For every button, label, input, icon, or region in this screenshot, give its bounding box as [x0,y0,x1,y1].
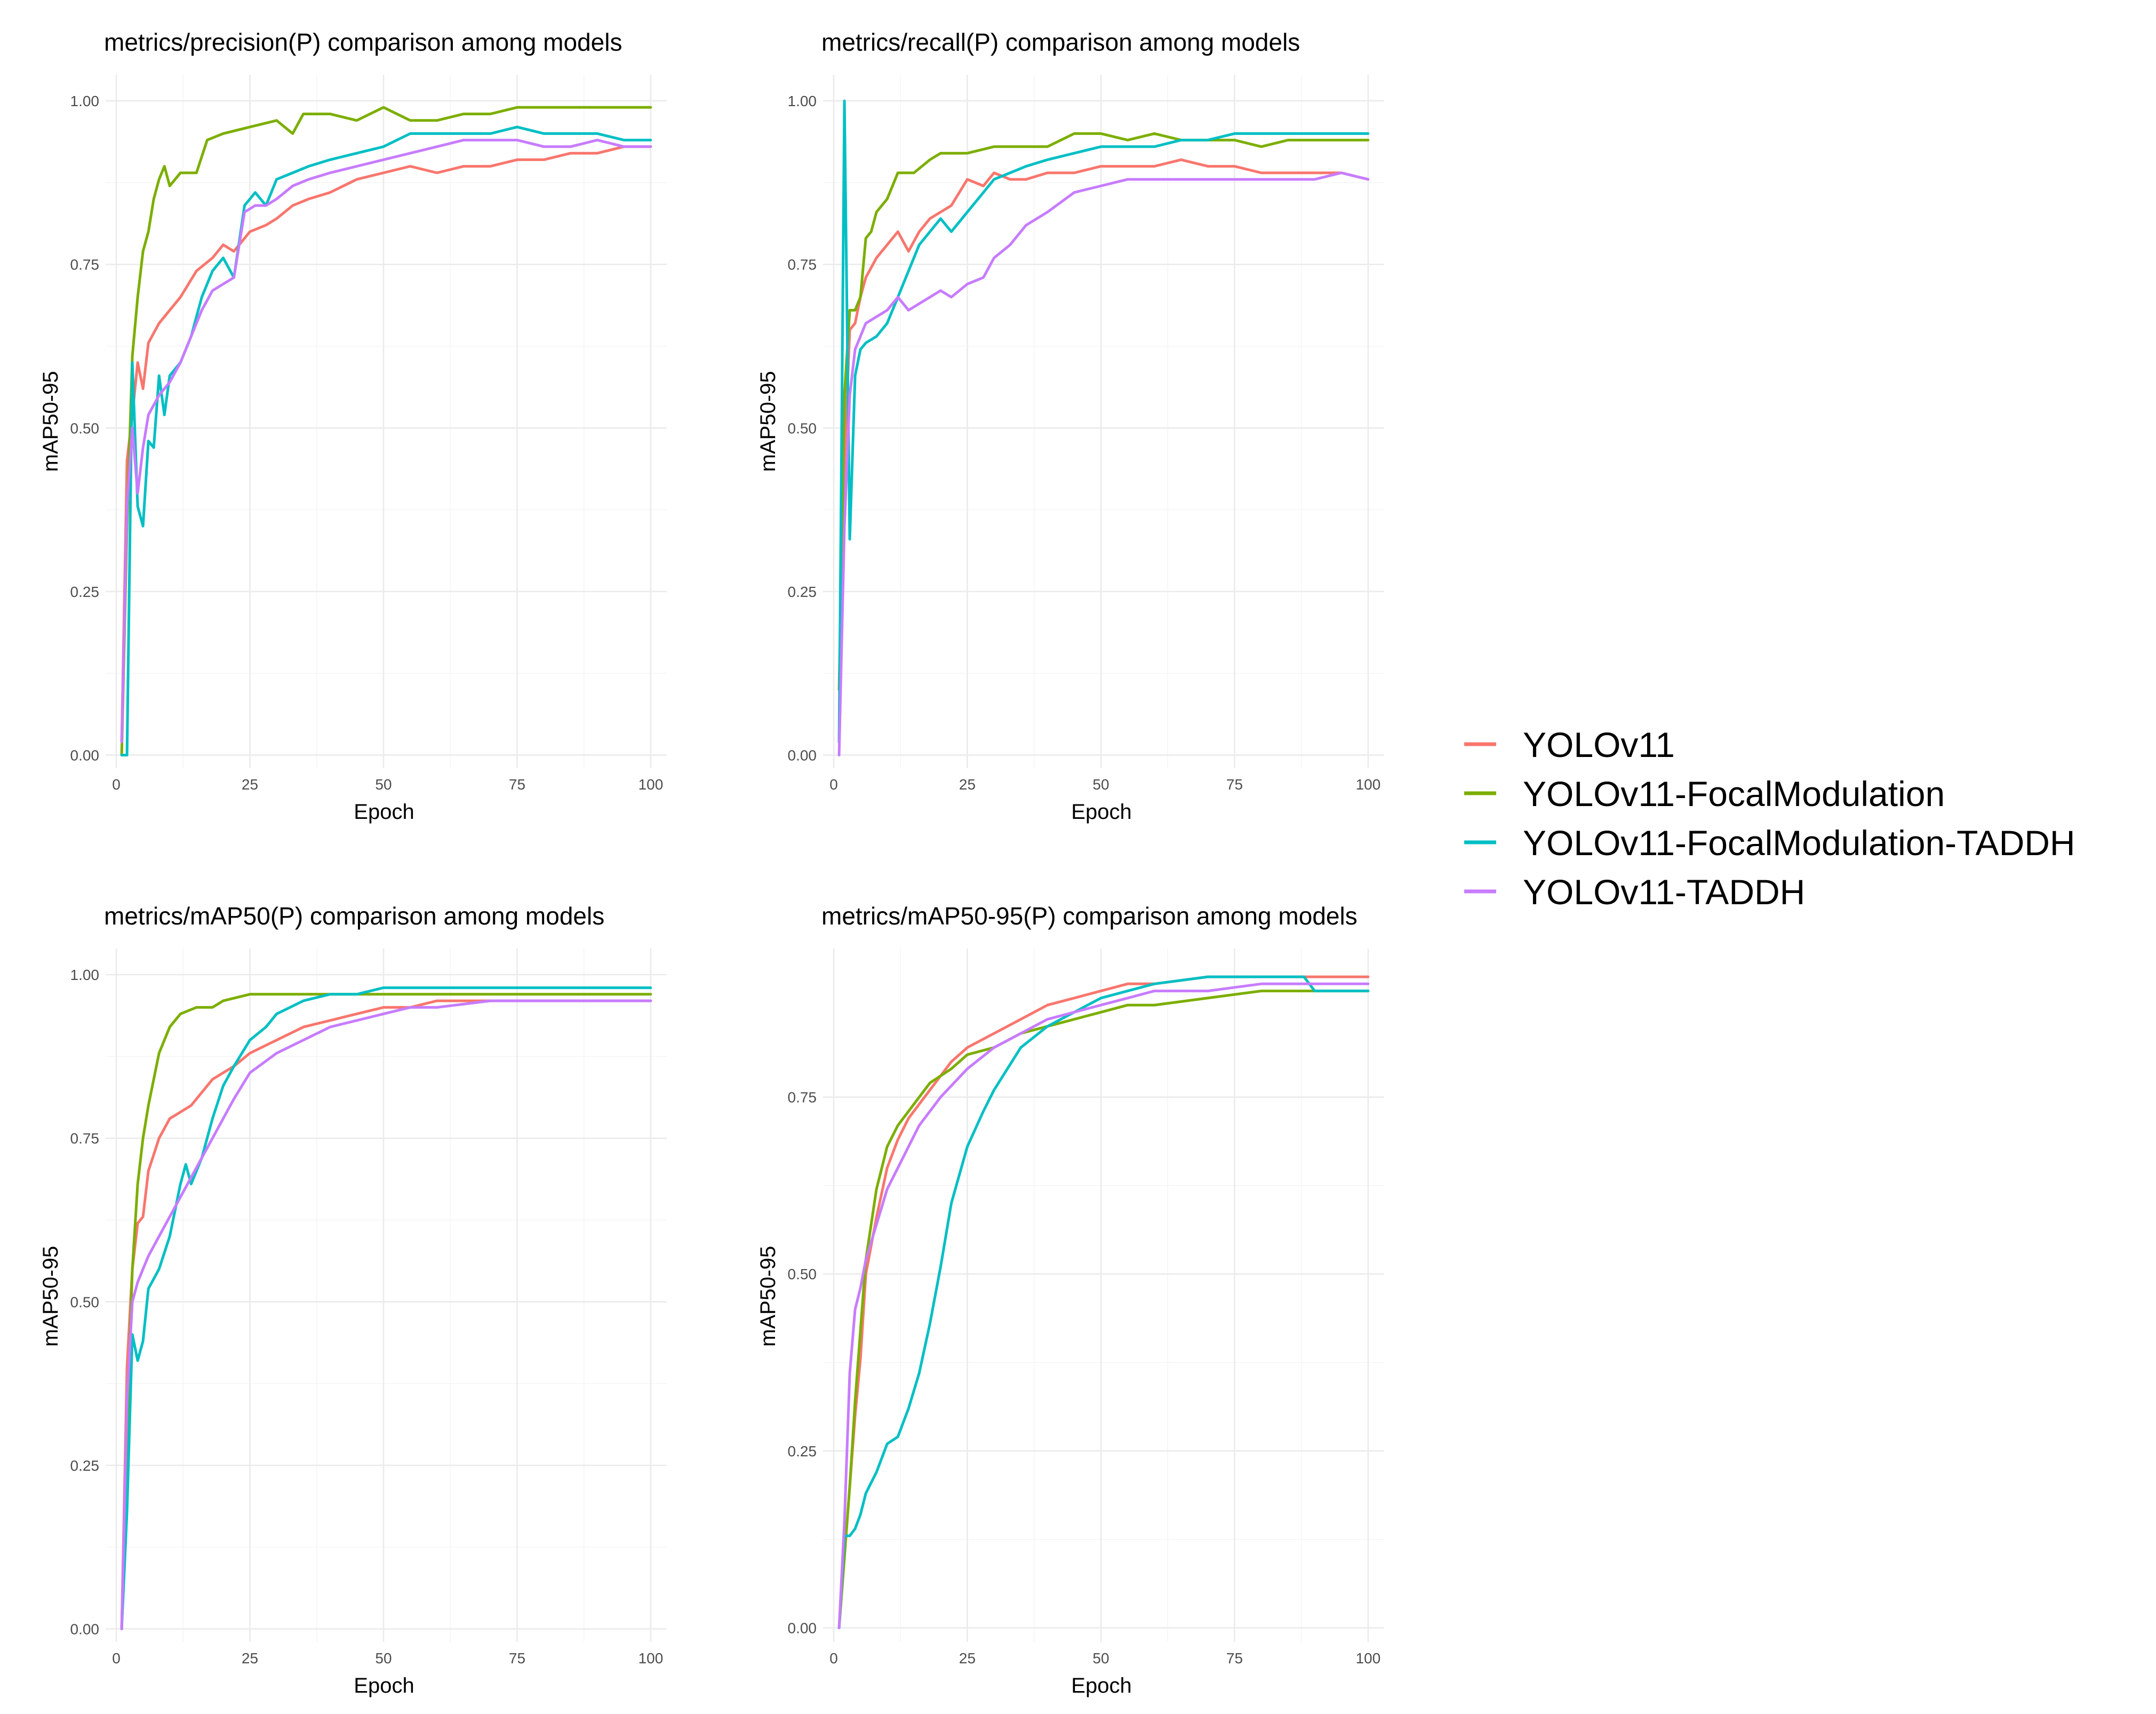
y-tick-label: 0.00 [788,747,817,763]
series-line-yolov11-focalmodulation-taddh [837,99,1370,744]
x-tick-label: 75 [509,1650,525,1667]
series-layer [837,99,1370,756]
x-axis-label: Epoch [1071,1674,1131,1697]
series-line-yolov11-focalmodulation [837,990,1370,1629]
y-tick-label: 0.25 [70,1457,100,1474]
y-axis-label: mAP50-95 [756,1246,780,1347]
legend-item: YOLOv11-FocalModulation-TADDH [1464,823,2075,863]
x-tick-label: 0 [112,1650,121,1667]
chart-panel-recall: metrics/recall(P) comparison among model… [756,28,1384,824]
y-axis-label: mAP50-95 [39,371,62,472]
series-line-yolov11-focalmodulation-taddh [120,986,652,1630]
x-axis-label: Epoch [1071,800,1131,824]
chart-panel-precision: metrics/precision(P) comparison among mo… [39,28,667,824]
y-tick-label: 0.25 [788,584,817,600]
legend-label: YOLOv11-FocalModulation [1523,774,1945,814]
series-line-yolov11-focalmodulation [120,106,652,756]
legend-label: YOLOv11-TADDH [1523,872,1805,912]
legend-item: YOLOv11-TADDH [1464,872,1805,912]
x-tick-label: 75 [509,776,525,793]
x-axis-ticks: 0 25 50 75 100 [112,776,663,793]
y-tick-label: 0.00 [70,1621,100,1637]
series-layer [120,986,652,1630]
legend-item: YOLOv11-FocalModulation [1464,774,1945,814]
y-axis-label: mAP50-95 [39,1246,62,1347]
x-tick-label: 100 [1356,1650,1381,1667]
x-tick-label: 0 [829,776,838,793]
x-tick-label: 50 [1092,1650,1109,1667]
series-layer [120,106,652,756]
chart-panel-map50-95: metrics/mAP50-95(P) comparison among mod… [756,902,1384,1697]
x-axis-ticks: 0 25 50 75 100 [829,1650,1380,1667]
y-tick-label: 0.50 [788,1266,817,1282]
legend: YOLOv11 YOLOv11-FocalModulation YOLOv11-… [1464,725,2075,912]
x-tick-label: 100 [1356,776,1381,793]
series-line-yolov11-focalmodulation-taddh [120,125,652,756]
series-line-yolov11-taddh [120,999,652,1630]
series-line-yolov11-taddh [837,171,1370,756]
y-tick-label: 1.00 [788,93,817,109]
x-tick-label: 50 [1092,776,1109,793]
x-axis-label: Epoch [354,800,414,824]
y-tick-label: 0.00 [788,1620,817,1636]
chart-title: metrics/recall(P) comparison among model… [821,28,1300,56]
y-axis-ticks: 0.00 0.25 0.50 0.75 [788,1089,817,1637]
x-tick-label: 100 [638,1650,664,1667]
x-tick-label: 0 [112,776,121,793]
chart-panel-map50: metrics/mAP50(P) comparison among models… [39,902,667,1697]
legend-item: YOLOv11 [1464,725,1675,764]
series-line-yolov11-taddh [837,982,1370,1629]
chart-title: metrics/mAP50(P) comparison among models [104,902,604,930]
series-line-yolov11-focalmodulation [837,132,1370,691]
series-line-yolov11 [120,999,652,1630]
y-tick-label: 0.75 [788,257,817,273]
gridlines [823,75,1384,768]
x-tick-label: 50 [375,776,392,793]
series-line-yolov11-focalmodulation-taddh [837,975,1370,1629]
y-tick-label: 0.25 [788,1443,817,1460]
gridlines [106,75,667,768]
series-line-yolov11 [837,158,1370,744]
y-axis-ticks: 0.00 0.25 0.50 0.75 1.00 [70,93,100,763]
series-layer [837,975,1370,1629]
y-tick-label: 0.50 [70,1294,100,1310]
gridlines [106,948,667,1642]
legend-label: YOLOv11 [1523,725,1675,764]
y-tick-label: 0.50 [70,420,100,436]
x-tick-label: 25 [242,1650,258,1667]
y-tick-label: 0.75 [70,257,100,273]
x-tick-label: 25 [959,776,976,793]
y-tick-label: 1.00 [70,93,100,109]
x-tick-label: 50 [375,1650,392,1667]
x-tick-label: 75 [1226,1650,1243,1667]
y-axis-ticks: 0.00 0.25 0.50 0.75 1.00 [70,967,100,1637]
x-axis-ticks: 0 25 50 75 100 [829,776,1380,793]
x-axis-label: Epoch [354,1674,414,1697]
series-line-yolov11-focalmodulation [120,993,652,1630]
chart-title: metrics/precision(P) comparison among mo… [104,28,622,56]
x-tick-label: 100 [638,776,664,793]
chart-title: metrics/mAP50-95(P) comparison among mod… [821,902,1358,930]
y-tick-label: 0.00 [70,747,100,763]
y-tick-label: 1.00 [70,967,100,983]
y-axis-label: mAP50-95 [756,371,780,472]
y-tick-label: 0.25 [70,584,100,600]
gridlines [823,948,1384,1642]
series-line-yolov11-taddh [120,139,652,744]
series-line-yolov11 [120,145,652,744]
x-tick-label: 25 [242,776,258,793]
x-tick-label: 0 [829,1650,838,1667]
y-tick-label: 0.75 [70,1130,100,1147]
y-tick-label: 0.50 [788,420,817,436]
x-tick-label: 75 [1226,776,1243,793]
y-tick-label: 0.75 [788,1089,817,1106]
x-axis-ticks: 0 25 50 75 100 [112,1650,663,1667]
legend-label: YOLOv11-FocalModulation-TADDH [1523,823,2075,863]
y-axis-ticks: 0.00 0.25 0.50 0.75 1.00 [788,93,817,763]
x-tick-label: 25 [959,1650,976,1667]
